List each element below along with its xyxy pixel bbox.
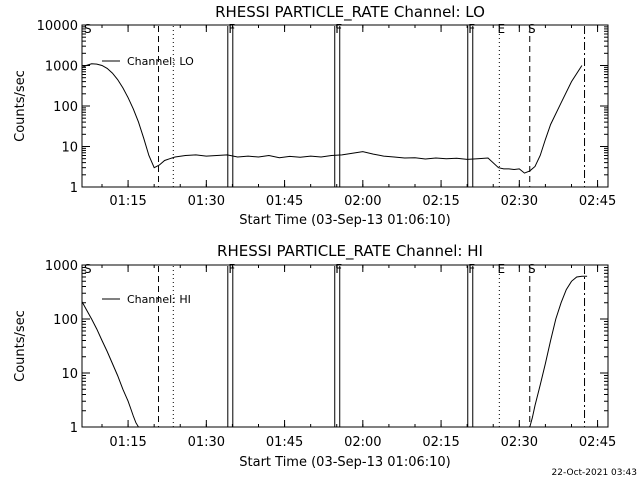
marker-label: F bbox=[468, 22, 475, 36]
series-line-hi-0 bbox=[81, 301, 139, 428]
panel-lo-xlabel: Start Time (03-Sep-13 01:06:10) bbox=[239, 213, 450, 228]
panel-lo-ylabel: Counts/sec bbox=[13, 70, 28, 142]
marker-label: F bbox=[335, 262, 342, 276]
marker-label: S bbox=[84, 22, 92, 36]
marker-label: S bbox=[528, 22, 536, 36]
y-tick-label: 100 bbox=[53, 100, 78, 115]
timestamp: 22-Oct-2021 03:43 bbox=[552, 468, 637, 478]
x-tick-label: 02:00 bbox=[344, 435, 381, 450]
y-tick-label: 1 bbox=[70, 181, 78, 196]
panel-hi-title: RHESSI PARTICLE_RATE Channel: HI bbox=[217, 242, 483, 261]
marker-label: E bbox=[498, 262, 506, 276]
marker-label: F bbox=[228, 22, 235, 36]
panel-hi-xlabel: Start Time (03-Sep-13 01:06:10) bbox=[239, 455, 450, 470]
x-tick-label: 01:30 bbox=[188, 435, 225, 450]
marker-label: E bbox=[498, 22, 506, 36]
y-tick-label: 100 bbox=[53, 313, 78, 328]
marker-label: F bbox=[228, 262, 235, 276]
y-tick-label: 10000 bbox=[37, 19, 78, 34]
y-tick-label: 1 bbox=[70, 421, 78, 436]
x-tick-label: 02:45 bbox=[579, 194, 616, 209]
y-tick-label: 1000 bbox=[45, 60, 78, 75]
series-line-lo-0 bbox=[81, 63, 583, 174]
marker-label: S bbox=[84, 262, 92, 276]
marker-label: S bbox=[528, 262, 536, 276]
panel-lo: RHESSI PARTICLE_RATE Channel: LO Counts/… bbox=[13, 3, 616, 228]
series-line-hi-1 bbox=[529, 275, 588, 428]
x-tick-label: 02:30 bbox=[501, 435, 538, 450]
x-tick-label: 02:30 bbox=[501, 194, 538, 209]
x-tick-label: 02:45 bbox=[579, 435, 616, 450]
y-tick-label: 1000 bbox=[45, 259, 78, 274]
x-tick-label: 02:00 bbox=[344, 194, 381, 209]
panel-lo-title: RHESSI PARTICLE_RATE Channel: LO bbox=[215, 3, 485, 22]
x-tick-label: 01:30 bbox=[188, 194, 225, 209]
panel-hi-marks: 01:15 01:30 01:45 02:00 02:15 02:30 02:45 1 10 10… bbox=[45, 259, 616, 450]
x-tick-label: 01:45 bbox=[266, 194, 303, 209]
panel-lo-marks: 01:15 01:30 01:45 02:00 02:15 02:30 02:45 1 10 10… bbox=[37, 19, 617, 209]
panel-lo-legend-label: Channel: LO bbox=[127, 55, 194, 68]
x-tick-label: 02:15 bbox=[422, 194, 459, 209]
x-tick-label: 01:15 bbox=[109, 435, 146, 450]
y-tick-label: 10 bbox=[61, 367, 78, 382]
x-tick-label: 01:15 bbox=[109, 194, 146, 209]
panel-hi: RHESSI PARTICLE_RATE Channel: HI Counts/… bbox=[13, 242, 616, 470]
y-tick-label: 10 bbox=[61, 141, 78, 156]
x-tick-label: 01:45 bbox=[266, 435, 303, 450]
marker-label: F bbox=[335, 22, 342, 36]
panel-hi-ylabel: Counts/sec bbox=[13, 310, 28, 382]
marker-label: F bbox=[468, 262, 475, 276]
x-tick-label: 02:15 bbox=[422, 435, 459, 450]
panel-hi-frame bbox=[81, 264, 609, 428]
